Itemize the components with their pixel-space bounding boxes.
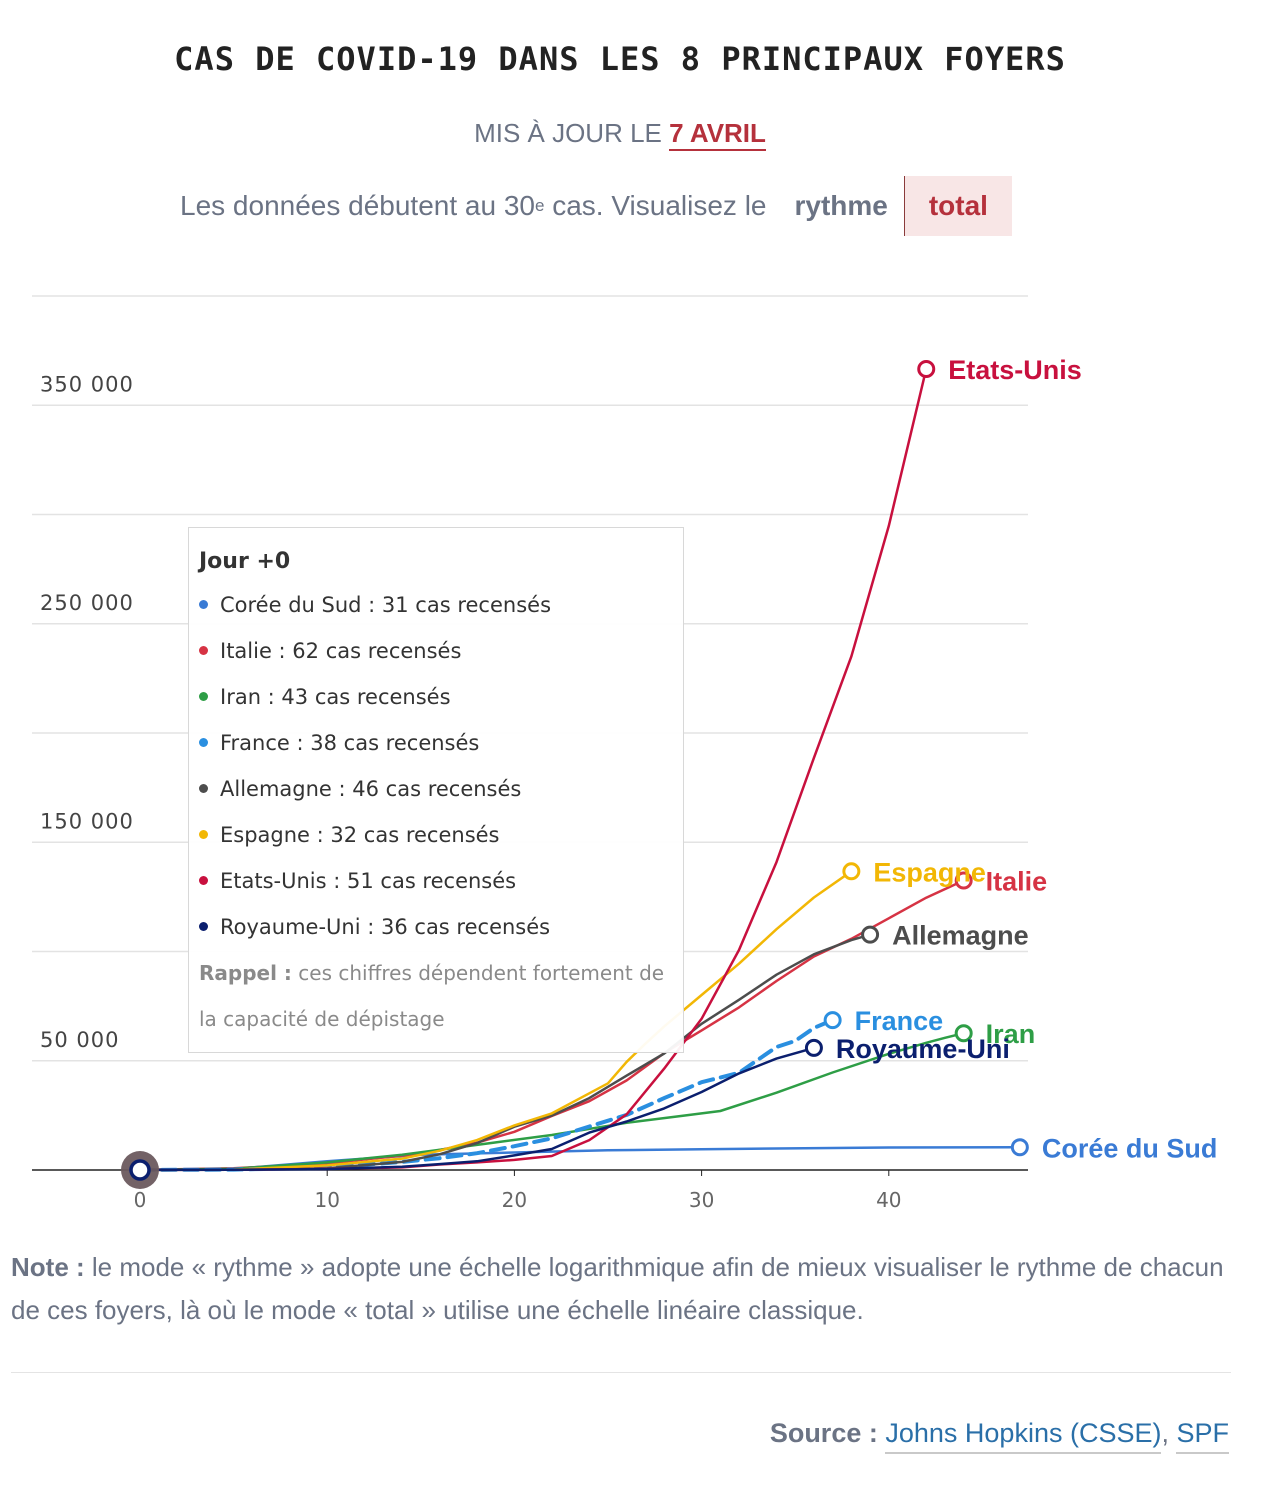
x-tick-label: 0 [134, 1188, 147, 1212]
series-end-label: Espagne [873, 857, 986, 887]
series-line [138, 1018, 835, 1172]
tooltip-row-text: Etats-Unis : 51 cas recensés [220, 869, 517, 893]
updated-prefix: MIS À JOUR LE [474, 118, 662, 148]
toggle-rythme-button[interactable]: rythme [778, 176, 905, 236]
source-separator: , [1161, 1418, 1177, 1448]
x-tick-label: 20 [502, 1188, 527, 1212]
tooltip-row-text: Allemagne : 46 cas recensés [220, 777, 522, 801]
legend-dot-icon [199, 921, 208, 931]
tooltip-note-text: ces chiffres dépendent fortement de la c… [199, 961, 665, 1031]
footer-divider [11, 1372, 1231, 1373]
tooltip-row: Royaume-Uni : 36 cas recensés [199, 904, 683, 950]
series-end-marker [917, 359, 936, 378]
tooltip-note-label: Rappel : [199, 961, 292, 985]
tooltip-rows: Corée du Sud : 31 cas recensés Italie : 6… [199, 582, 683, 950]
tooltip-row: Iran : 43 cas recensés [199, 674, 683, 720]
tooltip-row: Allemagne : 46 cas recensés [199, 766, 683, 812]
chart-markers [804, 359, 1029, 1157]
legend-dot-icon [199, 783, 208, 793]
tooltip-row-text: Royaume-Uni : 36 cas recensés [220, 915, 551, 939]
tooltip-row: Espagne : 32 cas recensés [199, 812, 683, 858]
x-tick-label: 10 [314, 1188, 339, 1212]
intro-text: Les données débutent au 30 [180, 190, 535, 221]
y-tick-label: 150 000 [40, 809, 134, 833]
scale-toggle: rythme total [778, 176, 1012, 236]
series-end-label: Allemagne [892, 921, 1029, 951]
legend-dot-icon [199, 599, 208, 609]
footer-note: Note : le mode « rythme » adopte une éch… [11, 1246, 1231, 1332]
series-end-marker [1010, 1138, 1029, 1157]
x-tick-label: 30 [689, 1188, 714, 1212]
series-end-label: Etats-Unis [948, 355, 1082, 385]
series-line [138, 870, 853, 1172]
tooltip-row: Corée du Sud : 31 cas recensés [199, 582, 683, 628]
series-end-marker [804, 1038, 823, 1057]
chart-title: CAS DE COVID-19 DANS LES 8 PRINCIPAUX FO… [174, 40, 1066, 78]
series-line [138, 933, 872, 1172]
hover-point [129, 1159, 151, 1181]
chart-lines [138, 367, 1022, 1172]
tooltip-row-text: Italie : 62 cas recensés [220, 639, 462, 663]
legend-dot-icon [199, 737, 208, 747]
series-end-label: Royaume-Uni [836, 1034, 1010, 1064]
series-end-marker [861, 925, 880, 944]
series-line [138, 1046, 816, 1172]
series-end-label: Corée du Sud [1042, 1133, 1218, 1163]
series-end-marker [823, 1011, 842, 1030]
series-line [138, 1031, 965, 1172]
series-end-labels: Etats-Unis Espagne Italie Allemagne France Ir… [836, 355, 1217, 1163]
tooltip-row-text: Espagne : 32 cas recensés [220, 823, 500, 847]
tooltip-row-text: Iran : 43 cas recensés [220, 685, 451, 709]
series-end-marker [954, 1024, 973, 1043]
tooltip-row-text: Corée du Sud : 31 cas recensés [220, 593, 552, 617]
series-end-label: France [855, 1006, 944, 1036]
x-axis: 0 10 20 30 40 [32, 1169, 1028, 1212]
y-tick-label: 250 000 [40, 591, 134, 615]
tooltip-note: Rappel : ces chiffres dépendent fortemen… [199, 950, 683, 1042]
footer-note-label: Note : [11, 1252, 85, 1282]
source-link-jhu[interactable]: Johns Hopkins (CSSE) [885, 1418, 1162, 1454]
source-line: Source : Johns Hopkins (CSSE), SPF [769, 1418, 1229, 1454]
tooltip-row-text: France : 38 cas recensés [220, 731, 480, 755]
tooltip-row: France : 38 cas recensés [199, 720, 683, 766]
source-label: Source : [769, 1418, 878, 1448]
intro-superscript: e [534, 196, 545, 215]
intro-suffix: cas. Visualisez le [544, 190, 767, 221]
updated-line: MIS À JOUR LE 7 AVRIL [0, 118, 1240, 151]
series-end-label: Iran [986, 1019, 1036, 1049]
series-end-label: Italie [986, 866, 1048, 896]
footer-note-text: le mode « rythme » adopte une échelle lo… [11, 1252, 1224, 1325]
series-end-marker [954, 871, 973, 890]
series-end-marker [842, 862, 861, 881]
tooltip-row: Etats-Unis : 51 cas recensés [199, 858, 683, 904]
toggle-total-button[interactable]: total [904, 176, 1012, 236]
tooltip: Jour +0 Corée du Sud : 31 cas recensés It… [188, 527, 684, 1053]
y-tick-label: 350 000 [40, 372, 134, 396]
legend-dot-icon [199, 645, 208, 655]
intro-line: Les données débutent au 30 e cas. Visuali… [180, 176, 1012, 236]
y-axis-labels: 50 000 150 000 250 000 350 000 [40, 372, 134, 1052]
legend-dot-icon [199, 691, 208, 701]
y-tick-label: 50 000 [40, 1028, 119, 1052]
line-chart[interactable]: 50 000 150 000 250 000 350 000 0 10 20 30 40 Et… [0, 0, 1272, 1240]
hover-marker [121, 1151, 159, 1189]
x-tick-label: 40 [876, 1188, 901, 1212]
updated-date: 7 AVRIL [669, 118, 766, 151]
legend-dot-icon [199, 875, 208, 885]
source-link-spf[interactable]: SPF [1176, 1418, 1229, 1454]
tooltip-row: Italie : 62 cas recensés [199, 628, 683, 674]
legend-dot-icon [199, 829, 208, 839]
tooltip-title: Jour +0 [199, 549, 291, 574]
